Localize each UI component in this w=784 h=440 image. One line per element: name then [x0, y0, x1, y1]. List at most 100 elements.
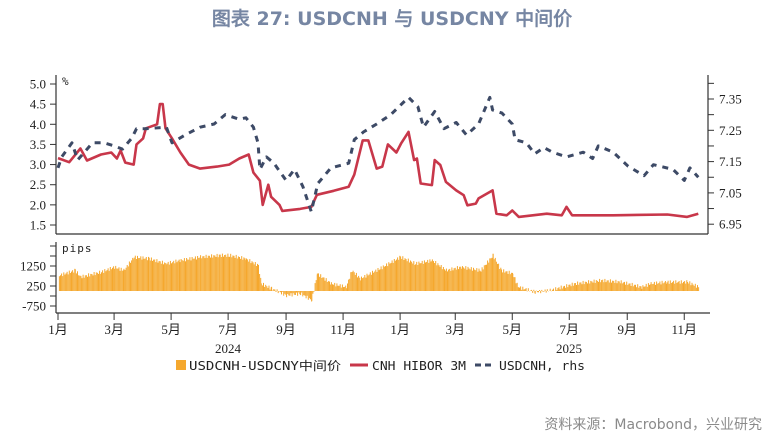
spread-bar: [296, 291, 297, 293]
spread-bar: [336, 283, 338, 291]
spread-bar: [606, 280, 608, 291]
spread-bar: [355, 272, 357, 291]
spread-bar: [260, 277, 262, 291]
spread-bar: [435, 261, 437, 291]
spread-bar: [284, 291, 286, 294]
spread-bar: [486, 264, 487, 291]
spread-bar: [98, 273, 99, 291]
spread-bar: [397, 257, 399, 291]
spread-bar: [183, 258, 185, 291]
spread-bar: [581, 284, 583, 291]
spread-bar: [559, 289, 561, 291]
spread-bar: [85, 275, 87, 291]
spread-bar: [298, 291, 300, 293]
spread-bar: [662, 283, 664, 291]
spread-bar: [242, 259, 244, 291]
spread-bar: [161, 260, 163, 291]
spread-bar: [687, 282, 689, 291]
spread-bar: [385, 266, 386, 291]
x-tick-label: 9月: [617, 322, 637, 337]
spread-bar: [275, 291, 277, 292]
right-tick-label: 7.15: [719, 154, 742, 169]
spread-bar: [599, 278, 601, 291]
legend: USDCNH-USDCNY中间价 CNH HIBOR 3M USDCNH, rh…: [176, 358, 585, 373]
bottom-tick-label: 1250: [20, 259, 46, 274]
spread-bar: [442, 267, 444, 291]
spread-bar: [250, 263, 252, 291]
spread-bar: [636, 287, 638, 291]
spread-bar: [532, 291, 534, 293]
spread-bar: [493, 259, 495, 291]
spread-bar: [460, 266, 462, 291]
spread-bar: [376, 271, 378, 291]
spread-bar: [593, 279, 595, 291]
spread-bar: [110, 269, 112, 291]
spread-bar: [413, 261, 415, 291]
usdcnh-line: [56, 95, 700, 214]
spread-bar: [358, 275, 360, 291]
spread-bar: [287, 291, 289, 294]
spread-bar: [333, 284, 335, 291]
spread-bar: [574, 283, 576, 291]
spread-bar: [272, 290, 274, 291]
spread-bar: [128, 261, 130, 291]
spread-bar: [58, 276, 60, 291]
spread-bar: [299, 291, 301, 295]
spread-bar: [283, 291, 285, 296]
spread-bar: [100, 273, 102, 291]
spread-bar: [149, 260, 151, 291]
spread-bar: [362, 278, 364, 291]
spread-bar: [60, 275, 61, 291]
spread-bar: [337, 285, 339, 291]
spread-bar: [246, 258, 247, 291]
spread-bar: [314, 283, 316, 291]
spread-bar: [410, 260, 411, 291]
spread-bar: [543, 291, 545, 292]
spread-bar: [567, 287, 569, 291]
spread-bar: [445, 268, 447, 291]
bottom-tick-label: -750: [22, 299, 46, 314]
spread-bar: [305, 291, 307, 299]
spread-bar: [131, 260, 133, 291]
spread-bar: [495, 261, 497, 291]
spread-bar: [248, 261, 250, 291]
spread-bar: [126, 265, 128, 291]
spread-bar: [557, 288, 559, 291]
spread-bar: [626, 281, 628, 291]
spread-bar: [698, 287, 700, 291]
spread-bar: [311, 291, 313, 301]
spread-bar: [536, 291, 538, 293]
spread-bar: [392, 262, 394, 291]
spread-bar: [643, 286, 645, 291]
spread-bar: [608, 282, 610, 291]
spread-bar: [210, 257, 211, 291]
spread-bar: [215, 257, 217, 291]
spread-bar: [152, 260, 153, 291]
spread-bar: [501, 269, 502, 291]
spread-bar: [174, 263, 176, 291]
legend-label-spread: USDCNH-USDCNY中间价: [189, 358, 341, 373]
spread-bar: [402, 256, 404, 291]
spread-bar: [315, 280, 317, 291]
spread-bar: [566, 284, 568, 291]
spread-bar: [307, 291, 309, 300]
spread-bar: [523, 289, 525, 291]
spread-bar: [480, 271, 482, 291]
spread-bar: [103, 272, 105, 291]
spread-bar: [369, 272, 371, 291]
spread-bar: [216, 253, 218, 291]
spread-bar: [303, 291, 305, 295]
spread-bar: [169, 260, 171, 291]
spread-bar: [130, 262, 131, 291]
spread-bar: [182, 260, 184, 291]
spread-bar: [185, 261, 186, 291]
spread-bar: [503, 269, 505, 291]
spread-bar: [265, 284, 267, 291]
spread-bar: [621, 283, 623, 291]
spread-bar: [646, 286, 648, 291]
spread-bar: [274, 289, 276, 291]
spread-bar: [465, 266, 467, 291]
spread-bar: [135, 259, 137, 291]
spread-bar: [439, 266, 441, 291]
spread-bar: [109, 267, 111, 291]
